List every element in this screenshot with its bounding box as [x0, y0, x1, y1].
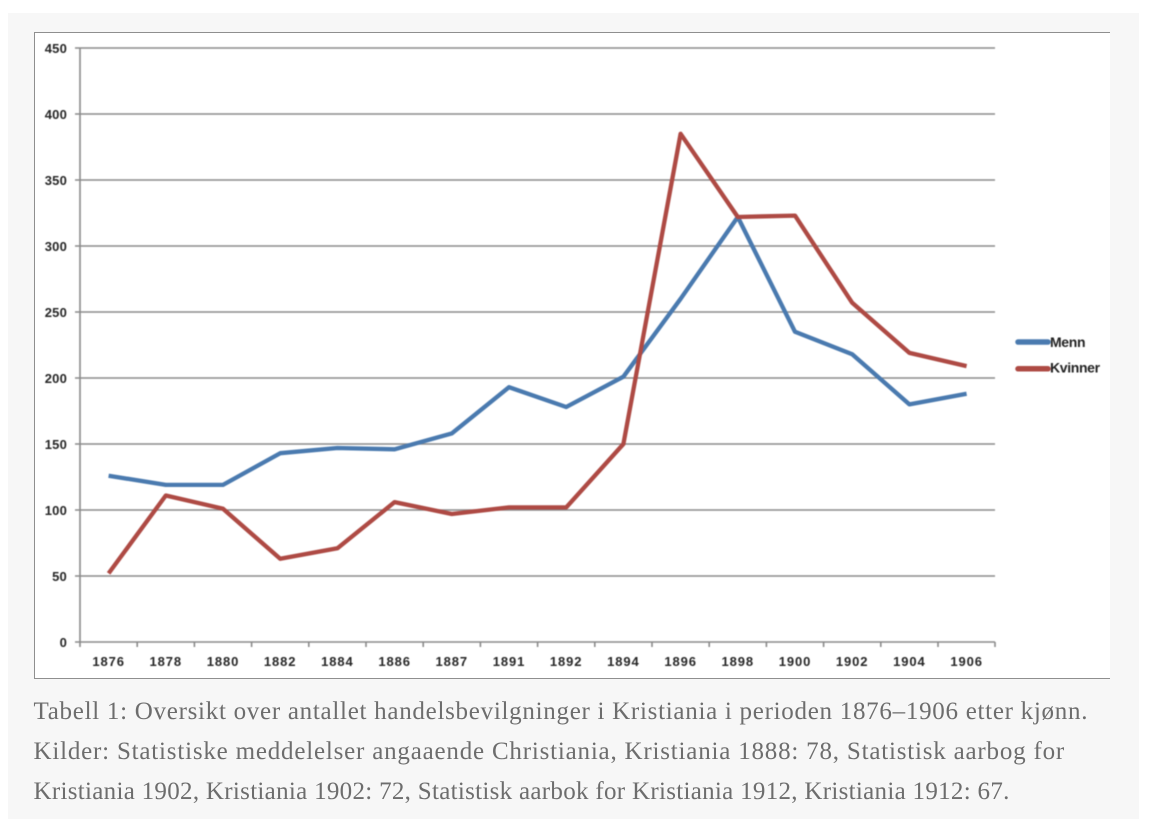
- svg-text:400: 400: [45, 107, 67, 122]
- svg-text:Menn: Menn: [1050, 334, 1085, 350]
- svg-text:150: 150: [45, 437, 67, 452]
- svg-text:1906: 1906: [950, 654, 983, 669]
- svg-text:1878: 1878: [150, 654, 183, 669]
- svg-text:1904: 1904: [893, 654, 926, 669]
- svg-text:450: 450: [45, 41, 67, 56]
- svg-text:1884: 1884: [321, 654, 354, 669]
- svg-text:1891: 1891: [493, 654, 526, 669]
- svg-text:50: 50: [52, 569, 67, 584]
- svg-text:350: 350: [45, 173, 67, 188]
- svg-text:1887: 1887: [436, 654, 469, 669]
- svg-text:1880: 1880: [207, 654, 240, 669]
- svg-text:1894: 1894: [607, 654, 640, 669]
- svg-text:200: 200: [45, 371, 67, 386]
- svg-text:0: 0: [60, 635, 67, 650]
- svg-text:1886: 1886: [378, 654, 411, 669]
- svg-text:1882: 1882: [264, 654, 297, 669]
- svg-text:1892: 1892: [550, 654, 583, 669]
- svg-text:1898: 1898: [722, 654, 755, 669]
- svg-text:1896: 1896: [664, 654, 697, 669]
- svg-text:100: 100: [45, 503, 67, 518]
- svg-text:300: 300: [45, 239, 67, 254]
- svg-text:1902: 1902: [836, 654, 869, 669]
- svg-text:1876: 1876: [92, 654, 125, 669]
- svg-text:250: 250: [45, 305, 67, 320]
- svg-text:Kvinner: Kvinner: [1050, 360, 1101, 376]
- svg-text:1900: 1900: [779, 654, 812, 669]
